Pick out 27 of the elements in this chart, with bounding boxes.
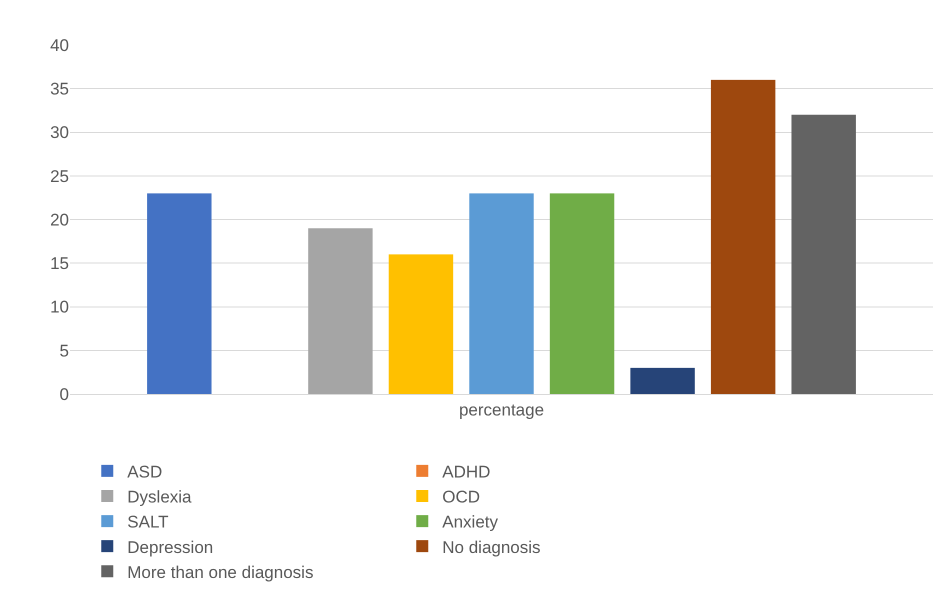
bar xyxy=(630,368,695,394)
bar xyxy=(550,193,614,394)
y-tick-label: 25 xyxy=(50,166,69,186)
y-tick-label: 5 xyxy=(60,341,69,360)
bar xyxy=(388,254,454,394)
bar xyxy=(710,80,776,394)
legend-label: OCD xyxy=(442,488,480,507)
bar xyxy=(308,228,373,394)
y-tick-label: 30 xyxy=(50,123,69,142)
legend-label: No diagnosis xyxy=(442,538,541,557)
y-tick-label: 20 xyxy=(50,210,69,230)
bar xyxy=(147,193,212,394)
legend-label: Dyslexia xyxy=(127,488,192,507)
y-tick-label: 0 xyxy=(60,384,69,404)
y-tick-label: 15 xyxy=(50,254,69,274)
y-tick-label: 35 xyxy=(50,80,69,99)
y-tick-label: 10 xyxy=(50,298,69,317)
legend-label: SALT xyxy=(127,512,169,532)
y-tick-label: 40 xyxy=(50,36,69,55)
legend-label: More than one diagnosis xyxy=(127,562,314,582)
legend-label: ADHD xyxy=(442,462,490,482)
bar xyxy=(791,114,856,394)
legend-label: Anxiety xyxy=(442,512,499,532)
legend-label: Depression xyxy=(127,538,214,557)
x-tick-label: percentage xyxy=(458,400,544,420)
bar xyxy=(469,193,534,394)
legend-label: ASD xyxy=(127,462,162,482)
